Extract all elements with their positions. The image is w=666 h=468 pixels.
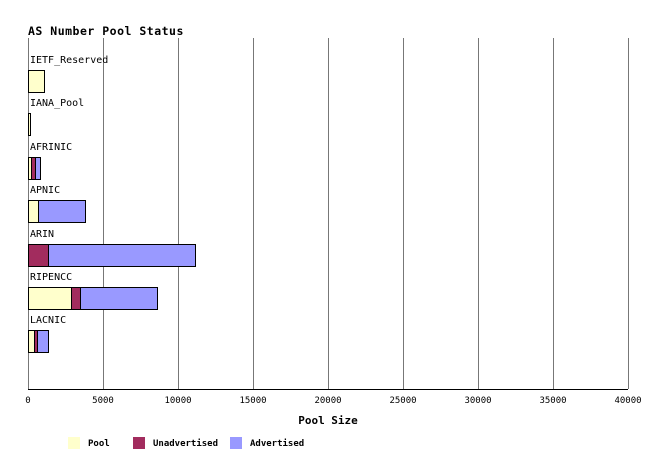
legend-swatch-unadvertised xyxy=(133,437,145,449)
bar-segment-advertised-apnic xyxy=(38,200,87,224)
bar-ripencc xyxy=(28,287,158,310)
gridline-40000 xyxy=(628,38,629,389)
category-label-iana_pool: IANA_Pool xyxy=(30,98,85,110)
gridline-30000 xyxy=(478,38,479,389)
gridline-35000 xyxy=(553,38,554,389)
legend-label-pool: Pool xyxy=(88,439,110,449)
bar-iana_pool xyxy=(28,113,31,137)
bar-segment-pool-iana_pool xyxy=(28,113,31,137)
gridline-15000 xyxy=(253,38,254,389)
gridline-5000 xyxy=(103,38,104,389)
gridline-10000 xyxy=(178,38,179,389)
bar-ietf_reserved xyxy=(28,70,46,93)
category-label-ripencc: RIPENCC xyxy=(30,272,73,283)
category-label-ietf_reserved: IETF_Reserved xyxy=(30,55,109,66)
category-label-arin: ARIN xyxy=(30,228,55,240)
category-label-lacnic: LACNIC xyxy=(30,315,67,327)
x-tick-label-0: 0 xyxy=(25,396,31,406)
bar-arin xyxy=(28,243,196,267)
bar-segment-unadvertised-arin xyxy=(28,243,49,267)
bar-segment-pool-ietf_reserved xyxy=(28,70,46,93)
x-tick-label-35000: 35000 xyxy=(539,396,567,406)
bar-segment-advertised-lacnic xyxy=(37,330,50,354)
category-label-afrinic: AFRINIC xyxy=(30,141,73,153)
legend-label-unadvertised: Unadvertised xyxy=(153,439,219,449)
bar-segment-advertised-afrinic xyxy=(34,156,41,180)
legend: Pool Unadvertised Advertised xyxy=(0,437,666,451)
bar-apnic xyxy=(28,200,87,224)
x-tick-label-20000: 20000 xyxy=(314,396,342,406)
bar-lacnic xyxy=(28,330,50,354)
x-tick-label-40000: 40000 xyxy=(614,396,642,406)
chart-title: AS Number Pool Status xyxy=(28,24,184,38)
bar-segment-advertised-arin xyxy=(47,243,196,267)
bar-afrinic xyxy=(28,156,41,180)
bar-segment-pool-ripencc xyxy=(28,287,72,310)
x-tick-label-25000: 25000 xyxy=(389,396,417,406)
gridline-20000 xyxy=(328,38,329,389)
category-label-apnic: APNIC xyxy=(30,185,61,197)
plot-area: IETF_Reserved IANA_Pool AFRINIC APNIC ARIN RI… xyxy=(28,38,629,390)
x-axis-title: Pool Size xyxy=(298,414,358,427)
bar-segment-advertised-ripencc xyxy=(79,287,158,310)
gridline-25000 xyxy=(403,38,404,389)
x-tick-label-30000: 30000 xyxy=(464,396,492,406)
legend-swatch-advertised xyxy=(230,437,242,449)
x-tick-label-10000: 10000 xyxy=(164,396,192,406)
x-tick-label-15000: 15000 xyxy=(239,396,267,406)
x-tick-label-5000: 5000 xyxy=(92,396,114,406)
legend-label-advertised: Advertised xyxy=(250,439,305,449)
legend-swatch-pool xyxy=(68,437,80,449)
